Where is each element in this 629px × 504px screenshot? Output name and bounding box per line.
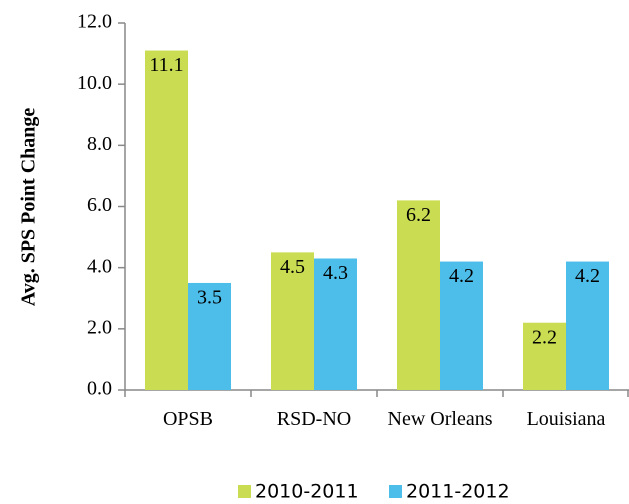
data-label: 4.2 xyxy=(449,265,474,287)
bar xyxy=(566,261,609,390)
y-tick-label: 0.0 xyxy=(87,378,112,400)
bar xyxy=(397,200,440,390)
x-tick-label: New Orleans xyxy=(387,408,493,430)
legend-swatch xyxy=(389,485,402,498)
y-axis-title: Avg. SPS Point Change xyxy=(18,108,40,307)
data-label: 4.2 xyxy=(575,265,600,287)
data-label: 11.1 xyxy=(149,54,183,76)
data-label: 2.2 xyxy=(532,326,557,348)
data-label: 4.3 xyxy=(323,262,348,284)
data-label: 4.5 xyxy=(280,256,305,278)
y-tick-label: 4.0 xyxy=(87,255,112,277)
legend-label: 2011-2012 xyxy=(406,481,510,503)
y-tick-label: 10.0 xyxy=(77,72,112,94)
data-label: 3.5 xyxy=(197,287,222,309)
x-tick-label: OPSB xyxy=(162,408,214,430)
bar xyxy=(188,282,231,390)
y-tick-label: 2.0 xyxy=(87,316,112,338)
bar xyxy=(145,50,188,391)
legend-swatch xyxy=(238,485,251,498)
x-tick-label: Louisiana xyxy=(526,408,606,430)
data-label: 6.2 xyxy=(406,204,431,226)
y-tick-label: 12.0 xyxy=(77,11,112,33)
bar xyxy=(440,261,483,390)
y-tick-label: 8.0 xyxy=(87,133,112,155)
y-tick-label: 6.0 xyxy=(87,194,112,216)
bar xyxy=(271,252,314,390)
bar xyxy=(314,258,357,390)
x-tick-label: RSD-NO xyxy=(276,408,352,430)
bar xyxy=(523,322,566,390)
legend-label: 2010-2011 xyxy=(255,481,359,503)
